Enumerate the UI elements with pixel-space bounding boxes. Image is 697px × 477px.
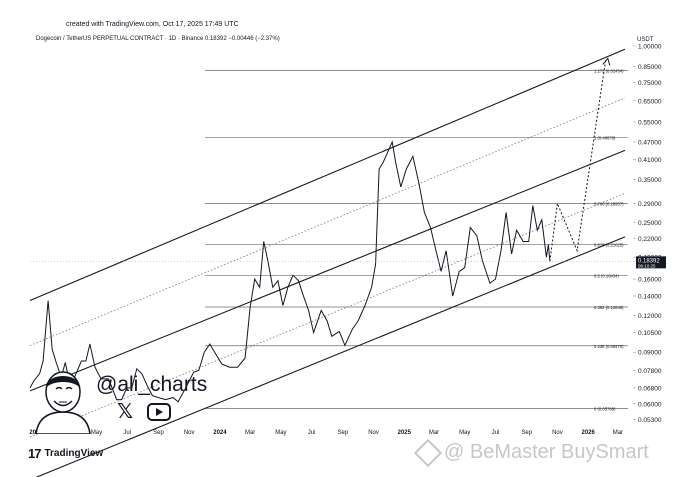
y-tick-label: 1.00000 xyxy=(638,44,662,51)
fib-label: 0.618 (0.21025) xyxy=(594,242,624,247)
channel-line-lower xyxy=(35,236,626,477)
author-avatar xyxy=(32,362,94,439)
y-tick-label: 0.65000 xyxy=(638,98,662,105)
x-tick-label: Sep xyxy=(153,430,164,436)
y-tick-label: 0.41000 xyxy=(638,157,662,164)
x-tick-label: Jul xyxy=(492,430,500,436)
symbol-name: Dogecoin / TetherUS PERPETUAL CONTRACT ·… xyxy=(36,36,204,42)
y-tick-label: 0.25000 xyxy=(638,220,662,227)
symbol-price: 0.18392 xyxy=(204,36,227,42)
y-tick-label: 0.05300 xyxy=(638,417,662,424)
y-tick-label: 0.75000 xyxy=(638,80,662,87)
x-tick-label: Mar xyxy=(613,430,623,436)
created-note: created with TradingView.com, Oct 17, 20… xyxy=(66,21,239,28)
y-tick-label: 0.12000 xyxy=(638,313,662,320)
y-tick-label: 0.55000 xyxy=(638,120,662,127)
y-tick-label: 0.09000 xyxy=(638,350,662,357)
channel-line-middle xyxy=(29,149,626,392)
price-series xyxy=(29,140,551,403)
social-icons: 𝕏 xyxy=(117,401,172,423)
tradingview-logo-icon: 17 xyxy=(28,446,42,461)
x-tick-label: 2024 xyxy=(213,430,227,436)
fib-label: 0.236 (0.09470) xyxy=(594,344,624,349)
y-tick-label: 0.14000 xyxy=(638,294,662,301)
current-price-value: 0.18392 xyxy=(638,258,660,264)
channel-line-upper xyxy=(29,48,626,301)
x-tick-label: May xyxy=(91,430,102,436)
fib-label: 0.5 (0.16434) xyxy=(594,274,620,279)
fib-label: 1 (0.48678) xyxy=(594,136,616,141)
fib-label: 0.382 (0.12848) xyxy=(594,305,624,310)
symbol-header: Dogecoin / TetherUS PERPETUAL CONTRACT ·… xyxy=(36,36,280,42)
x-tick-label: Sep xyxy=(521,430,532,436)
y-tick-label: 0.29000 xyxy=(638,201,662,208)
trend-channel xyxy=(29,48,626,477)
x-tick-label: May xyxy=(275,430,286,436)
y-tick-label: 0.06800 xyxy=(638,385,662,392)
symbol-change: −0.00446 (−2.37%) xyxy=(228,36,280,42)
x-logo-icon: 𝕏 xyxy=(117,401,134,423)
fib-label: 0.786 (0.28957) xyxy=(594,202,624,207)
current-price-countdown: 06:10:25 xyxy=(638,263,656,268)
y-tick-label: 0.07800 xyxy=(638,368,662,375)
fib-levels: 1.272 (0.82454) 1 (0.48678) 0.786 (0.28957… xyxy=(205,69,628,411)
fib-label: 0 (0.05789) xyxy=(594,406,616,411)
x-tick-label: Nov xyxy=(184,430,195,436)
x-tick-label: 2025 xyxy=(398,430,412,436)
projection-arrow xyxy=(602,57,611,66)
fib-label: 1.272 (0.82454) xyxy=(594,69,624,74)
y-axis: 1.00000 0.85000 0.75000 0.65000 0.55000 0.470… xyxy=(633,44,662,424)
x-tick-label: Jul xyxy=(308,430,316,436)
x-tick-label: Jul xyxy=(123,430,131,436)
y-tick-label: 0.85000 xyxy=(638,64,662,71)
youtube-icon xyxy=(147,403,172,421)
x-tick-label: Sep xyxy=(337,430,348,436)
y-tick-label: 0.22000 xyxy=(638,236,662,243)
current-price-box xyxy=(636,256,666,269)
y-tick-label: 0.10500 xyxy=(638,330,662,337)
x-tick-label: Mar xyxy=(429,430,439,436)
watermark: @ BeMaster BuySmart xyxy=(413,438,649,467)
y-tick-label: 0.06000 xyxy=(638,401,662,408)
x-tick-label: Nov xyxy=(552,430,563,436)
x-axis: 2023MarMayJulSepNov2024MarMayJulSepNov20… xyxy=(29,430,623,436)
y-tick-label: 0.35000 xyxy=(638,177,662,184)
author-handle: @ali_charts xyxy=(96,373,208,396)
x-tick-label: Nov xyxy=(368,430,379,436)
projection-path xyxy=(549,57,611,262)
y-tick-label: 0.47000 xyxy=(638,140,662,147)
tradingview-logo-text: TradingView xyxy=(44,448,104,459)
currency-label: USDT xyxy=(637,37,654,43)
price-line xyxy=(29,140,551,403)
watermark-diamond-icon xyxy=(413,438,443,467)
tradingview-logo[interactable]: 17 TradingView xyxy=(28,446,103,461)
x-tick-label: Mar xyxy=(245,430,255,436)
x-tick-label: May xyxy=(459,430,470,436)
watermark-text: @ BeMaster BuySmart xyxy=(444,441,649,463)
x-tick-label: 2026 xyxy=(581,430,595,436)
y-tick-label: 0.16000 xyxy=(638,277,662,284)
projection-line xyxy=(549,59,607,262)
channel-line-lower-mid xyxy=(29,192,626,438)
channel-line-upper-mid xyxy=(29,97,626,347)
